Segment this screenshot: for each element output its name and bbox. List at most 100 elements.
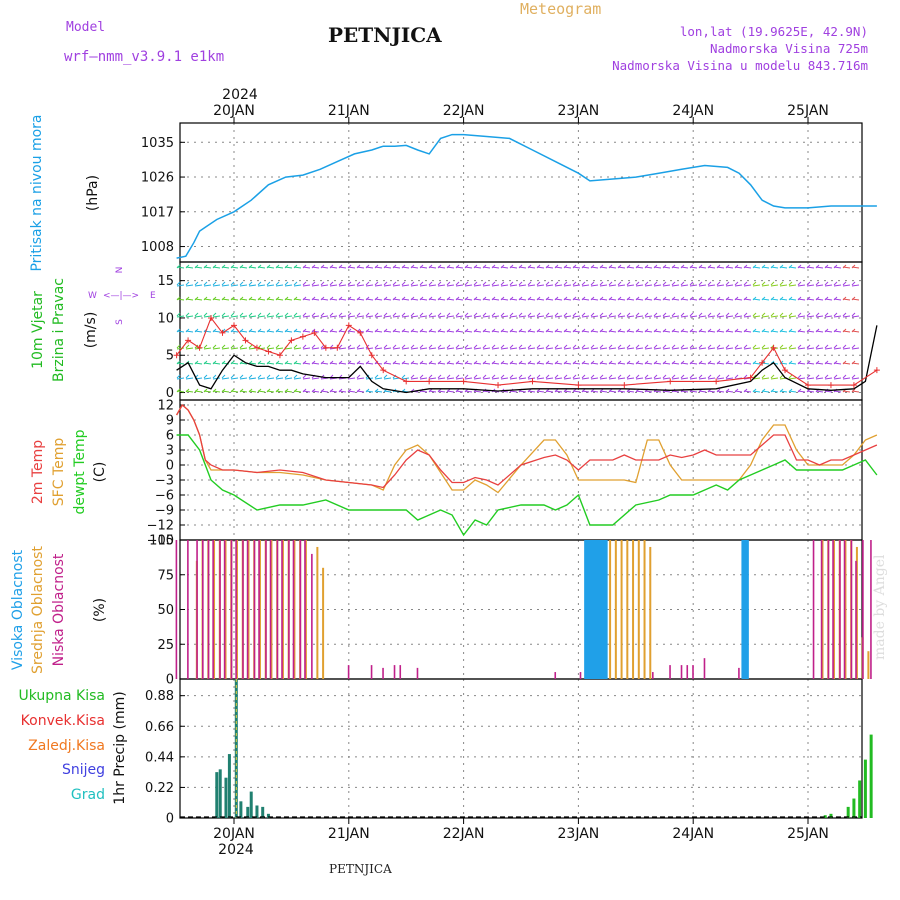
cloud-bar — [236, 540, 238, 679]
wind-arrow-head — [536, 296, 541, 301]
wind-arrow — [707, 347, 716, 350]
cloud-bar — [821, 540, 824, 679]
wind-arrow — [797, 315, 806, 318]
wind-arrow — [761, 284, 770, 287]
wind-arrow — [536, 315, 545, 318]
wind-arrow-head — [779, 281, 784, 286]
wind-arrow-head — [518, 328, 523, 333]
wind-arrow-head — [617, 374, 622, 379]
wind-arrow — [374, 377, 383, 380]
y-tick-label: 0.44 — [145, 750, 174, 765]
bottom-date-label: 20JAN — [213, 826, 255, 842]
wind-gust-marker — [288, 337, 295, 344]
wind-gust-marker — [667, 378, 674, 385]
wind-arrow — [185, 377, 194, 380]
wind-arrow-head — [428, 374, 433, 379]
wind-arrow-head — [266, 312, 271, 317]
wind-arrow — [419, 347, 428, 350]
cloud-bar — [281, 540, 284, 679]
wind-arrow-head — [374, 374, 379, 379]
wind-arrow-head — [284, 312, 289, 317]
wind-arrow — [698, 284, 707, 287]
wind-arrow-head — [761, 281, 766, 286]
wind-arrow — [608, 347, 617, 350]
wind-arrow — [590, 377, 599, 380]
wind-arrow — [536, 377, 545, 380]
wind-arrow — [248, 315, 257, 318]
wind-arrow-head — [293, 264, 298, 269]
wind-arrow — [221, 315, 230, 318]
wind-gust-marker — [575, 382, 582, 389]
wind-arrow — [284, 284, 293, 287]
cloud-bar — [247, 540, 250, 679]
wind-arrow-head — [266, 328, 271, 333]
wind-arrow-head — [329, 312, 334, 317]
wind-arrow-head — [527, 281, 532, 286]
wind-arrow-head — [626, 344, 631, 349]
wind-arrow-head — [428, 281, 433, 286]
wind-arrow-head — [581, 264, 586, 269]
wind-arrow-head — [455, 328, 460, 333]
wind-arrow — [725, 315, 734, 318]
wind-arrow-head — [689, 328, 694, 333]
wind-arrow-head — [779, 388, 784, 393]
wind-arrow — [509, 315, 518, 318]
wind-arrow-head — [437, 296, 442, 301]
wind-arrow-head — [815, 374, 820, 379]
wind-arrow-head — [338, 296, 343, 301]
top-date-label: 21JAN — [328, 103, 370, 119]
wind-arrow — [545, 284, 554, 287]
wind-arrow-head — [707, 296, 712, 301]
wind-arrow-head — [752, 281, 757, 286]
wind-arrow-head — [482, 328, 487, 333]
cloud-bar — [554, 672, 557, 679]
wind-arrow-head — [419, 264, 424, 269]
cloud-bar — [820, 540, 823, 679]
wind-axis-title-2: Brzina i Pravac — [51, 278, 67, 382]
wind-arrow-head — [725, 296, 730, 301]
wind-arrow-head — [797, 281, 802, 286]
wind-arrow — [761, 347, 770, 350]
wind-arrow-head — [455, 296, 460, 301]
cloud-bar — [311, 553, 313, 679]
wind-arrow-head — [446, 296, 451, 301]
wind-arrow-head — [185, 312, 190, 317]
wind-arrow-head — [644, 281, 649, 286]
precip-bar — [249, 791, 253, 818]
wind-arrow-head — [599, 374, 604, 379]
cloud-bar — [304, 540, 306, 679]
wind-arrow-head — [635, 296, 640, 301]
wind-arrow-head — [599, 328, 604, 333]
wind-arrow-head — [788, 360, 793, 365]
wind-arrow-head — [482, 312, 487, 317]
wind-arrow-head — [212, 312, 217, 317]
wind-gust-marker — [529, 378, 536, 385]
wind-arrow-head — [788, 328, 793, 333]
wind-arrow-head — [770, 264, 775, 269]
precip-legend-0: Ukupna Kisa — [18, 688, 105, 704]
wind-arrow — [734, 347, 743, 350]
wind-arrow — [329, 315, 338, 318]
wind-arrow-head — [383, 328, 388, 333]
wind-arrow-head — [707, 360, 712, 365]
wind-arrow-head — [437, 374, 442, 379]
wind-arrow-head — [689, 374, 694, 379]
wind-arrow-head — [815, 296, 820, 301]
wind-arrow-head — [563, 296, 568, 301]
wind-arrow-head — [473, 328, 478, 333]
wind-arrow-head — [851, 328, 856, 333]
wind-arrow-head — [392, 344, 397, 349]
wind-arrow-head — [473, 374, 478, 379]
wind-arrow-head — [455, 281, 460, 286]
wind-arrow-head — [671, 264, 676, 269]
cloud-bar — [258, 540, 260, 679]
cloud-bar — [812, 540, 815, 679]
precip-bar — [239, 801, 243, 818]
cloud-bar — [686, 665, 689, 679]
temp-axis-title-sfc: SFC Temp — [51, 438, 67, 507]
wind-arrow-head — [311, 328, 316, 333]
wind-arrow — [383, 347, 392, 350]
lonlat-label: lon,lat (19.9625E, 42.9N) — [679, 24, 868, 39]
wind-arrow-head — [788, 388, 793, 393]
wind-arrow-head — [842, 312, 847, 317]
